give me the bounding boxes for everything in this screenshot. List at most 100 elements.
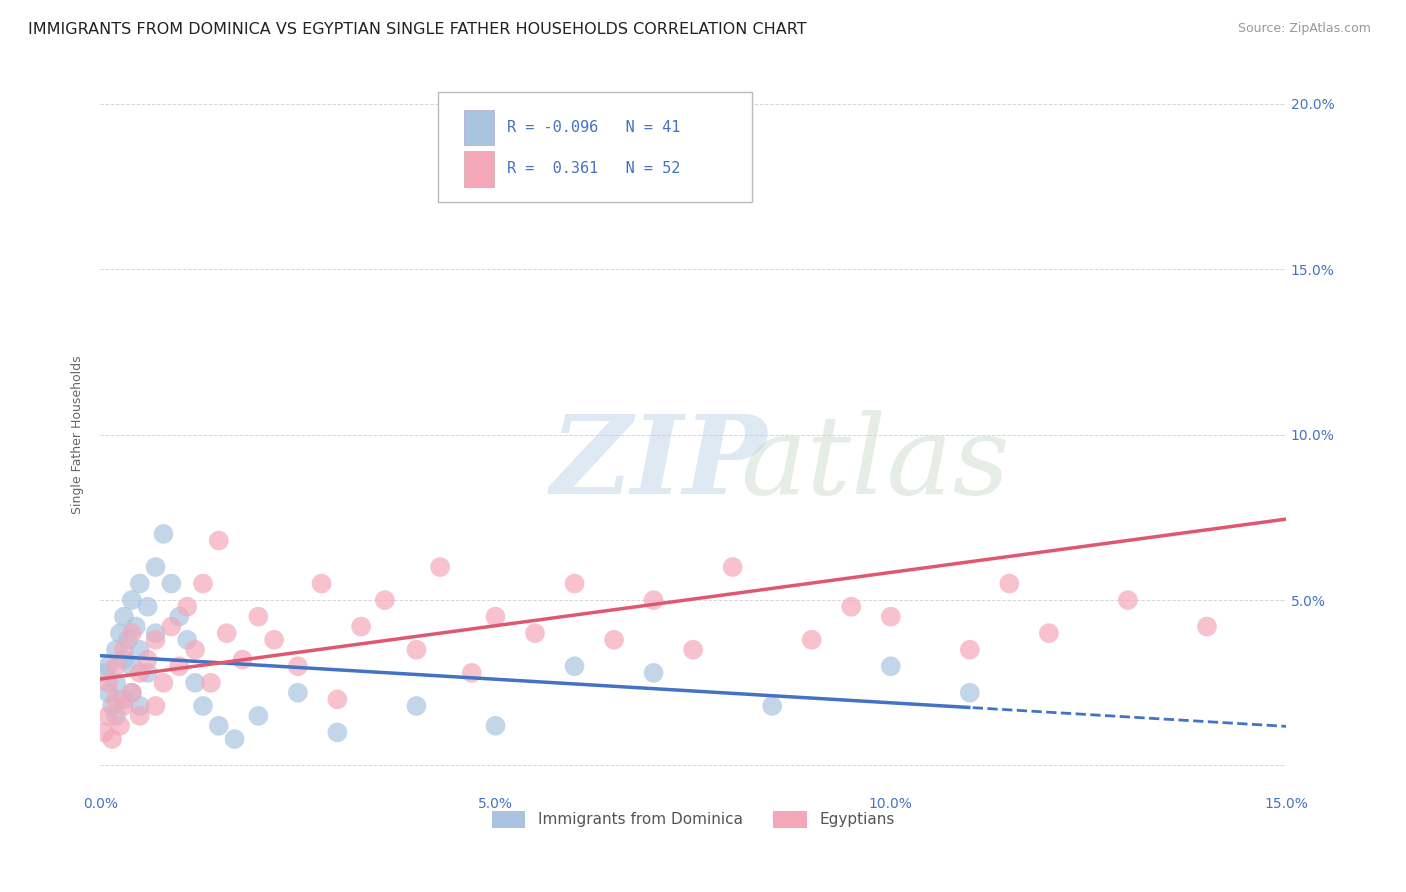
Point bbox=[112, 653, 135, 667]
Point bbox=[350, 619, 373, 633]
Point bbox=[484, 719, 506, 733]
Point bbox=[93, 725, 115, 739]
FancyBboxPatch shape bbox=[464, 110, 494, 145]
Y-axis label: Single Father Households: Single Father Households bbox=[72, 355, 84, 514]
Point bbox=[461, 665, 484, 680]
Point bbox=[176, 632, 198, 647]
Point bbox=[839, 599, 862, 614]
Point bbox=[200, 675, 222, 690]
Point bbox=[145, 560, 167, 574]
Point bbox=[121, 593, 143, 607]
Point bbox=[136, 653, 159, 667]
Point bbox=[247, 609, 270, 624]
Text: atlas: atlas bbox=[741, 409, 1010, 517]
Point bbox=[231, 653, 253, 667]
Point bbox=[97, 659, 120, 673]
Point bbox=[564, 576, 586, 591]
Point bbox=[108, 719, 131, 733]
Point bbox=[287, 686, 309, 700]
Point bbox=[105, 709, 128, 723]
Point bbox=[287, 659, 309, 673]
Point bbox=[152, 675, 174, 690]
Point bbox=[112, 692, 135, 706]
Point bbox=[152, 527, 174, 541]
Point bbox=[105, 675, 128, 690]
Point bbox=[484, 609, 506, 624]
Point bbox=[128, 665, 150, 680]
Point bbox=[145, 626, 167, 640]
Point bbox=[1195, 619, 1218, 633]
Point bbox=[121, 686, 143, 700]
Point bbox=[1116, 593, 1139, 607]
Point bbox=[136, 599, 159, 614]
Point bbox=[880, 609, 903, 624]
Point bbox=[108, 626, 131, 640]
Point bbox=[326, 692, 349, 706]
Point bbox=[105, 659, 128, 673]
Point bbox=[959, 642, 981, 657]
Point bbox=[112, 609, 135, 624]
Point bbox=[101, 698, 124, 713]
Point bbox=[247, 709, 270, 723]
Point bbox=[128, 576, 150, 591]
Point bbox=[136, 665, 159, 680]
Point bbox=[105, 692, 128, 706]
Point bbox=[121, 686, 143, 700]
Point bbox=[998, 576, 1021, 591]
Point bbox=[97, 686, 120, 700]
Point bbox=[311, 576, 333, 591]
Point bbox=[128, 698, 150, 713]
FancyBboxPatch shape bbox=[464, 151, 494, 186]
Point bbox=[184, 642, 207, 657]
Point bbox=[97, 709, 120, 723]
Text: Source: ZipAtlas.com: Source: ZipAtlas.com bbox=[1237, 22, 1371, 36]
Point bbox=[112, 642, 135, 657]
Point bbox=[169, 659, 191, 673]
Point bbox=[128, 709, 150, 723]
Point bbox=[405, 698, 427, 713]
Point bbox=[101, 732, 124, 747]
Legend: Immigrants from Dominica, Egyptians: Immigrants from Dominica, Egyptians bbox=[485, 805, 900, 834]
Point bbox=[169, 609, 191, 624]
Point bbox=[125, 619, 148, 633]
Point bbox=[121, 659, 143, 673]
Point bbox=[93, 665, 115, 680]
Point bbox=[208, 533, 231, 548]
Point bbox=[145, 698, 167, 713]
Point bbox=[128, 642, 150, 657]
Text: IMMIGRANTS FROM DOMINICA VS EGYPTIAN SINGLE FATHER HOUSEHOLDS CORRELATION CHART: IMMIGRANTS FROM DOMINICA VS EGYPTIAN SIN… bbox=[28, 22, 807, 37]
Point bbox=[184, 675, 207, 690]
Text: R =  0.361   N = 52: R = 0.361 N = 52 bbox=[508, 161, 681, 177]
Point bbox=[121, 626, 143, 640]
Point bbox=[117, 632, 139, 647]
FancyBboxPatch shape bbox=[439, 92, 752, 202]
Point bbox=[682, 642, 704, 657]
Text: R = -0.096   N = 41: R = -0.096 N = 41 bbox=[508, 120, 681, 135]
Point bbox=[429, 560, 451, 574]
Point bbox=[105, 642, 128, 657]
Point bbox=[326, 725, 349, 739]
Point bbox=[880, 659, 903, 673]
Text: ZIP: ZIP bbox=[551, 409, 768, 517]
Point bbox=[643, 665, 665, 680]
Point bbox=[1038, 626, 1060, 640]
Point bbox=[374, 593, 396, 607]
Point bbox=[721, 560, 744, 574]
Point bbox=[524, 626, 547, 640]
Point bbox=[263, 632, 285, 647]
Point bbox=[761, 698, 783, 713]
Point bbox=[191, 698, 214, 713]
Point bbox=[160, 619, 183, 633]
Point bbox=[959, 686, 981, 700]
Point bbox=[97, 675, 120, 690]
Point bbox=[224, 732, 246, 747]
Point bbox=[643, 593, 665, 607]
Point bbox=[603, 632, 626, 647]
Point bbox=[112, 698, 135, 713]
Point bbox=[160, 576, 183, 591]
Point bbox=[145, 632, 167, 647]
Point bbox=[800, 632, 823, 647]
Point bbox=[215, 626, 238, 640]
Point bbox=[176, 599, 198, 614]
Point bbox=[405, 642, 427, 657]
